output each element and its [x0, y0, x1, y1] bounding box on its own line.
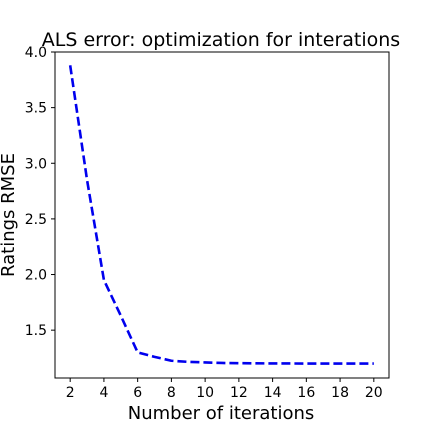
x-tick-label: 8 — [167, 385, 176, 401]
x-tick-label: 6 — [133, 385, 142, 401]
y-tick-label: 2.5 — [25, 212, 47, 228]
y-axis-label: Ratings RMSE — [0, 153, 19, 277]
x-axis-label: Number of iterations — [128, 403, 315, 424]
rmse-series-line — [68, 65, 374, 365]
y-tick-label: 3.0 — [25, 156, 47, 172]
x-tick-label: 14 — [264, 385, 282, 401]
y-tick-label: 4.0 — [25, 45, 47, 61]
y-axis-ticks: 1.5 2.0 2.5 3.0 3.5 4.0 — [25, 45, 55, 339]
x-tick-label: 2 — [66, 385, 75, 401]
y-tick-label: 3.5 — [25, 101, 47, 117]
y-tick-label: 1.5 — [25, 323, 47, 339]
plot-area-frame — [54, 51, 390, 379]
x-axis-ticks: 2 4 6 8 10 12 14 16 18 20 — [66, 378, 383, 401]
y-tick-label: 2.0 — [25, 268, 47, 284]
x-tick-label: 18 — [331, 385, 349, 401]
x-tick-label: 4 — [99, 385, 108, 401]
x-tick-label: 16 — [297, 385, 315, 401]
chart-title: ALS error: optimization for interations — [42, 29, 400, 51]
x-tick-label: 12 — [230, 385, 248, 401]
x-tick-label: 20 — [365, 385, 383, 401]
x-tick-label: 10 — [196, 385, 214, 401]
